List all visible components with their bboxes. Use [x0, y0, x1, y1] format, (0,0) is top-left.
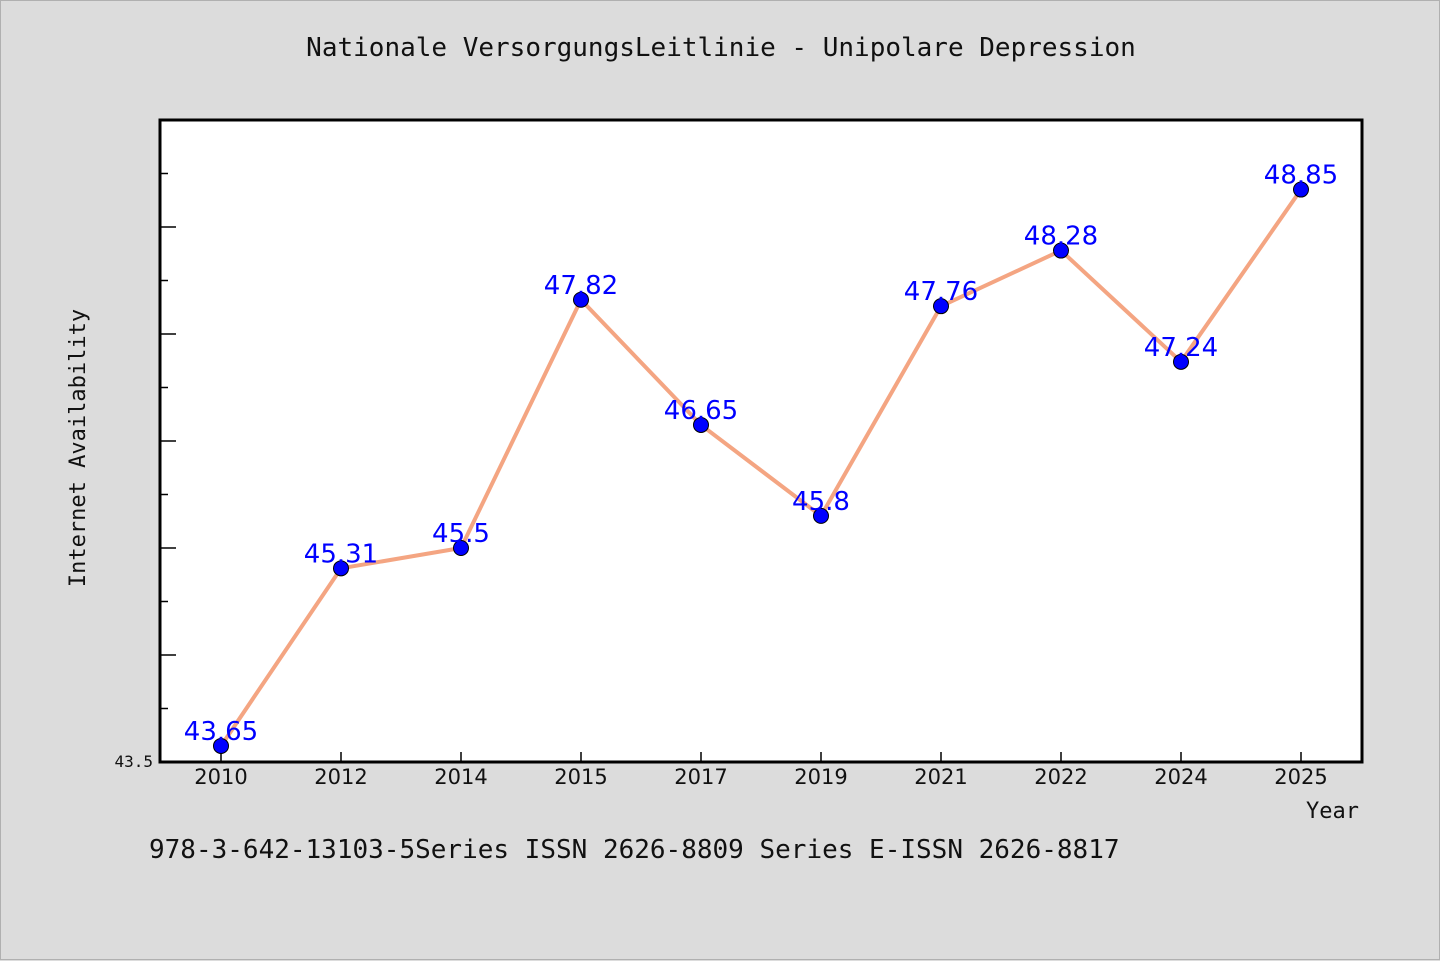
x-tick-label: 2024: [1154, 765, 1207, 789]
data-label: 45.31: [304, 539, 378, 569]
data-point: [333, 560, 349, 577]
y-axis-ticks: [160, 172, 176, 710]
x-tick-label: 2017: [674, 765, 727, 789]
data-labels: 43.65 45.31 45.5 47.82 46.65 45.8 47.76 48.28 47…: [184, 161, 1338, 747]
x-axis-ticks: 2010 2012 2014 2015 2017 2019 2021 2022 2024 2025: [194, 752, 1328, 789]
data-point: [213, 737, 229, 754]
data-label: 46.65: [664, 396, 738, 426]
data-label: 47.76: [904, 277, 978, 307]
data-point: [1293, 181, 1309, 198]
x-tick-label: 2021: [914, 765, 967, 789]
data-label: 45.8: [792, 487, 850, 517]
data-point: [693, 416, 709, 433]
data-point: [573, 291, 589, 308]
x-tick-label: 2014: [434, 765, 487, 789]
x-tick-label: 2015: [554, 765, 607, 789]
plot-area: [158, 118, 1364, 764]
y-tick-label: 43.5: [114, 752, 153, 771]
data-point: [1053, 242, 1069, 259]
data-label: 43.65: [184, 717, 258, 747]
x-tick-label: 2012: [314, 765, 367, 789]
x-tick-label: 2010: [194, 765, 247, 789]
data-label: 48.28: [1024, 222, 1098, 252]
x-tick-label: 2025: [1274, 765, 1327, 789]
footnote: 978-3-642-13103-5Series ISSN 2626-8809 S…: [149, 835, 1120, 865]
data-point: [813, 507, 829, 524]
y-axis-title: Internet Availability: [66, 309, 91, 587]
x-tick-label: 2019: [794, 765, 847, 789]
x-tick-label: 2022: [1034, 765, 1087, 789]
data-point: [1173, 353, 1189, 370]
chart-title: Nationale VersorgungsLeitlinie - Unipola…: [306, 33, 1136, 63]
data-point: [933, 298, 949, 315]
series-line: [219, 188, 1303, 748]
data-label: 45.5: [432, 519, 490, 549]
x-axis-title: Year: [1306, 799, 1359, 824]
data-markers: [213, 181, 1309, 754]
data-label: 47.82: [544, 271, 618, 301]
data-label: 47.24: [1144, 333, 1218, 363]
data-label: 48.85: [1264, 161, 1338, 191]
data-point: [453, 540, 469, 556]
